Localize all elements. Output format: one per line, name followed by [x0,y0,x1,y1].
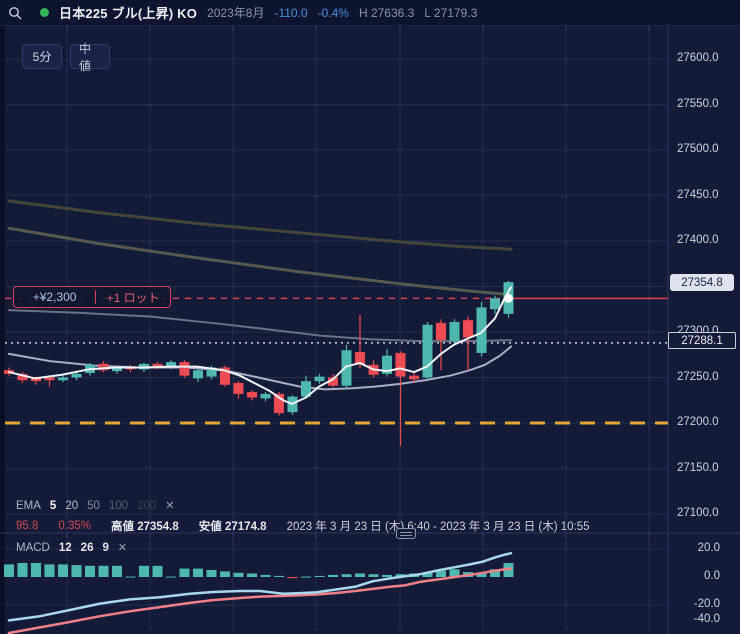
macd-param-slow: 26 [80,541,94,554]
price-tick-label: 27100.0 [677,507,719,519]
market-open-indicator [40,8,49,17]
session-high: H 27636.3 [358,5,415,20]
macd-legend: MACD 12 26 9 ✕ [16,541,128,555]
last-price-dot [504,293,513,303]
ema-legend: EMA 5 20 50 100 200 ✕ [16,499,175,513]
price-tick-label: 27500.0 [677,143,719,155]
chart-info-row: 95.8 0.35% 高値 27354.8 安値 27174.8 2023 年 … [16,518,590,534]
macd-tick-label: -40.0 [693,613,720,625]
contract-month: 2023年8月 [207,6,265,20]
macd-tick-label: 0.0 [704,570,720,582]
price-tick-label: 27600.0 [677,52,719,64]
ema-period-200: 200 [137,499,157,512]
interval-button[interactable]: 5分 [22,44,62,69]
macd-tick-label: -20.0 [693,598,720,610]
price-change: -110.0 [274,5,308,20]
price-tick-label: 27250.0 [677,370,719,383]
ema-period-50: 50 [87,499,100,512]
date-range: 2023 年 3 月 23 日 (木) 6:40 - 2023 年 3 月 23… [286,521,590,533]
price-change-pct: -0.4% [317,5,349,20]
price-tick-label: 27550.0 [677,97,719,110]
macd-panel [4,551,514,634]
range-low-label: 安値 [198,521,222,533]
instrument-title: 日本225 ブル(上昇) KO [59,6,198,21]
price-tick-label: 27200.0 [677,416,719,428]
position-box-divider [95,290,97,304]
top-bar: 日本225 ブル(上昇) KO 2023年8月 -110.0 -0.4% H 2… [0,0,740,26]
mid-price-button[interactable]: 中値 [70,42,110,73]
left-edge-strip [0,0,5,634]
range-low: 安値 27174.8 [199,518,267,534]
reference-lines [5,342,668,425]
search-icon[interactable] [8,6,22,20]
ema-period-5: 5 [49,499,57,512]
price-tick-label: 27450.0 [677,188,719,201]
range-change: 95.8 [16,520,39,532]
ema-period-20: 20 [65,499,79,512]
last-price-badge: 27354.8 [670,274,734,291]
range-high-label: 高値 [111,521,134,533]
ema-period-100: 100 [108,499,129,512]
macd-param-fast: 12 [58,541,72,554]
ema-legend-label: EMA [16,499,41,512]
time-axis-drag-handle[interactable] [396,528,416,539]
open-position-box[interactable]: +¥2,300 +1 ロット [13,286,171,308]
price-tick-label: 27150.0 [677,461,719,474]
macd-close-icon[interactable]: ✕ [117,542,128,554]
range-change-pct: 0.35% [58,520,91,532]
ema-close-icon[interactable]: ✕ [165,500,175,512]
macd-param-signal: 9 [102,541,109,554]
session-low: L 27179.3 [424,5,478,20]
price-tick-label: 27400.0 [677,234,719,246]
mid-price-badge: 27288.1 [668,332,736,349]
macd-legend-label: MACD [16,541,50,554]
position-pnl: +¥2,300 [32,290,77,304]
ema-fast-line [8,286,512,405]
range-high: 高値 27354.8 [111,518,179,534]
range-low-value: 27174.8 [224,521,267,533]
range-high-value: 27354.8 [137,521,179,533]
gridlines [0,26,740,634]
position-lots: +1 ロット [106,290,160,305]
macd-tick-label: 20.0 [697,542,720,554]
